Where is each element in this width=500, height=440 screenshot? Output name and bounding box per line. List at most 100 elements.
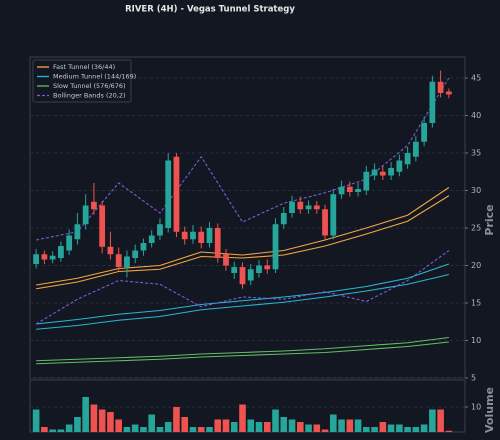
candle <box>157 218 163 240</box>
volume-bar <box>181 417 189 432</box>
volume-bar <box>313 424 321 432</box>
candle-body <box>421 123 427 142</box>
candle <box>412 135 419 162</box>
candle <box>437 70 444 98</box>
volume-bar <box>65 424 73 432</box>
volume-bar <box>429 409 436 432</box>
candle-body <box>66 235 73 251</box>
candle <box>132 244 139 264</box>
volume-bar <box>379 422 387 432</box>
candle-body <box>107 246 114 255</box>
candle <box>396 154 403 177</box>
volume-bar <box>346 419 354 432</box>
volume-bar <box>363 427 370 432</box>
volume-bar <box>57 429 65 432</box>
volume-bar <box>74 417 81 432</box>
indicator-line <box>36 187 450 286</box>
volume-bar <box>49 429 56 432</box>
candle-body <box>82 205 89 225</box>
volume-bar <box>230 422 238 432</box>
volume-bar <box>98 409 106 432</box>
candle-body <box>289 201 295 213</box>
candle <box>99 201 106 254</box>
candle-body <box>322 209 328 236</box>
candle-body <box>330 194 337 236</box>
candle <box>338 180 345 199</box>
candle-body <box>272 224 279 270</box>
candle-body <box>404 153 411 165</box>
volume-bar <box>206 427 213 432</box>
candle <box>297 196 304 214</box>
volume-bar <box>420 424 428 432</box>
legend-label: Medium Tunnel (144/169) <box>53 73 136 81</box>
legend-label: Slow Tunnel (576/676) <box>53 82 126 90</box>
legend-label: Bollinger Bands (20,2) <box>53 92 126 100</box>
candle <box>223 249 229 271</box>
candle <box>404 147 411 169</box>
candle <box>115 247 122 272</box>
candle-body <box>231 267 238 273</box>
candle <box>231 261 238 279</box>
volume-bar <box>354 419 362 432</box>
candle-body <box>305 205 312 210</box>
indicator-line <box>36 263 450 325</box>
candle <box>165 153 172 233</box>
candle-body <box>148 235 155 243</box>
candle <box>58 241 64 262</box>
candle-body <box>396 160 403 172</box>
volume-bar <box>404 427 411 432</box>
volume-bar <box>263 422 271 432</box>
candle-body <box>58 246 64 258</box>
candle-body <box>198 231 205 243</box>
candle-body <box>445 91 452 95</box>
volume-bar <box>82 397 89 432</box>
candle-body <box>429 81 436 123</box>
volume-bar <box>41 427 48 432</box>
candle-body <box>173 156 180 232</box>
candle-body <box>280 213 287 225</box>
indicator-line <box>36 195 450 290</box>
candle-body <box>338 186 345 195</box>
volume-bar <box>445 430 453 432</box>
candle <box>33 249 40 269</box>
volume-bar <box>140 427 147 432</box>
candle <box>214 223 221 263</box>
candle <box>74 213 81 245</box>
candle <box>107 231 114 260</box>
candle <box>124 250 130 278</box>
candle-body <box>239 267 246 285</box>
candle <box>256 260 262 278</box>
candle <box>330 189 337 240</box>
candle-body <box>91 201 97 210</box>
volume-bar <box>396 424 403 432</box>
volume-bar <box>305 424 312 432</box>
candle-body <box>99 205 106 247</box>
indicator-line <box>35 250 450 325</box>
candle-body <box>388 168 394 176</box>
volume-bar <box>412 427 420 432</box>
candle-body <box>264 265 271 270</box>
candle-body <box>412 141 419 157</box>
candle <box>445 88 452 99</box>
y-tick-label: 10 <box>471 336 481 345</box>
y-tick-label: 45 <box>471 74 481 83</box>
volume-bar <box>437 409 444 432</box>
candle-body <box>363 171 370 191</box>
candle-body <box>165 160 172 228</box>
candle <box>379 166 386 180</box>
indicator-line <box>36 336 449 362</box>
candle-body <box>132 250 139 258</box>
candle <box>322 204 328 240</box>
candle <box>355 183 361 197</box>
y-tick-label: 5 <box>471 374 476 383</box>
candle <box>91 183 97 215</box>
volume-bar <box>197 427 205 432</box>
legend-box <box>32 59 132 103</box>
y-axis-label: Price <box>483 204 496 235</box>
candle-body <box>247 269 254 281</box>
volume-bar <box>107 412 114 432</box>
volume-bar <box>156 427 164 432</box>
volume-bar <box>115 419 122 432</box>
